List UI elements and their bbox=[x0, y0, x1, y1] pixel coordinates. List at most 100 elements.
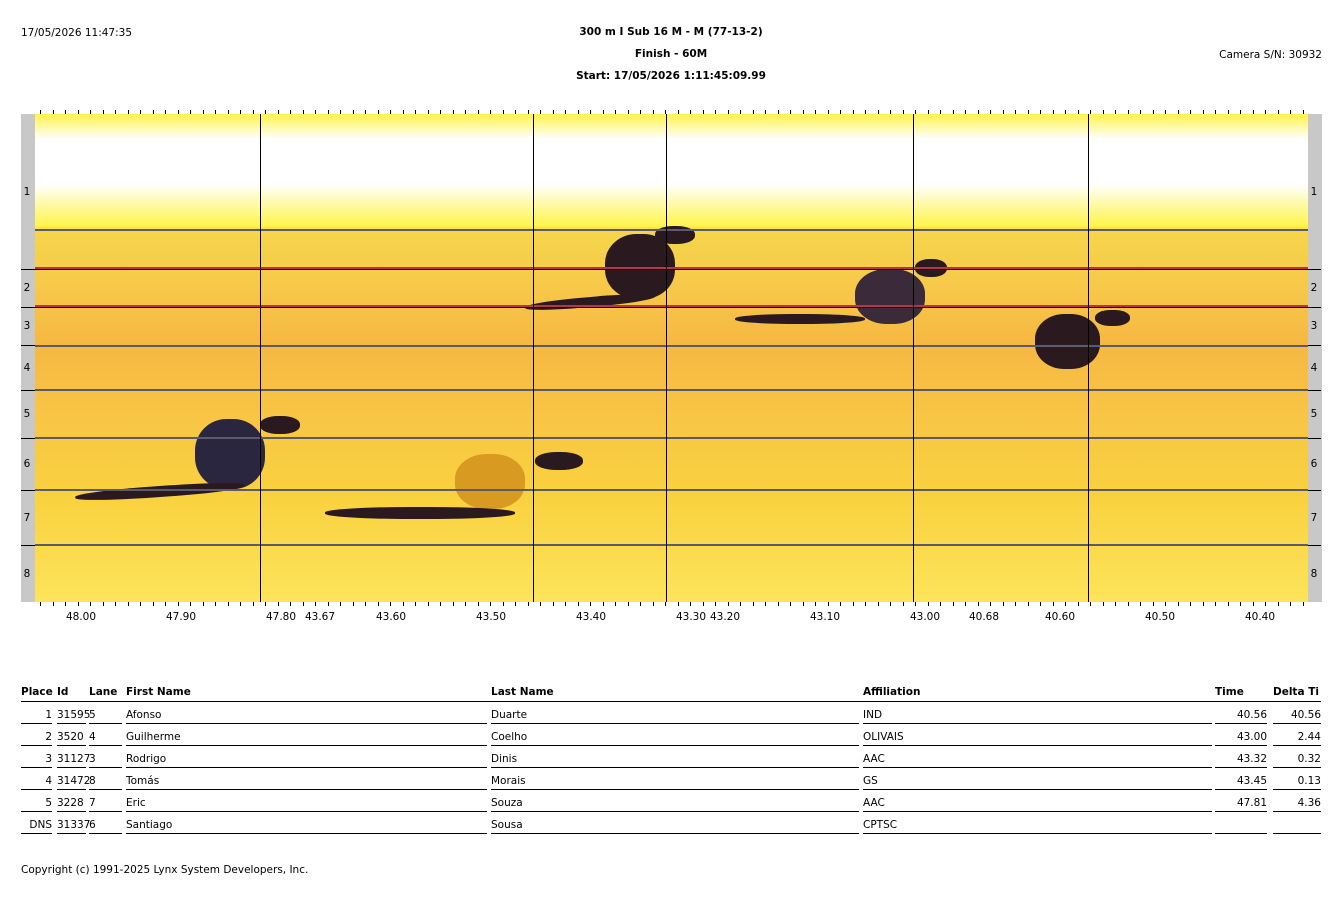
lane-label: 4 bbox=[1310, 361, 1318, 374]
cell-rule bbox=[57, 789, 86, 790]
tick bbox=[977, 110, 979, 114]
tick bbox=[577, 602, 579, 606]
tick bbox=[1027, 602, 1029, 606]
tick bbox=[1215, 110, 1216, 114]
tick bbox=[565, 602, 566, 606]
runner bbox=[74, 480, 246, 503]
cell: 2.44 bbox=[1297, 731, 1321, 743]
tick bbox=[490, 110, 491, 114]
tick bbox=[127, 602, 129, 606]
cell-rule bbox=[863, 811, 1212, 812]
tick bbox=[1027, 110, 1029, 114]
tick bbox=[1302, 110, 1304, 114]
column-header: Affiliation bbox=[863, 686, 921, 698]
runner bbox=[455, 454, 525, 509]
tick bbox=[177, 110, 179, 114]
tick bbox=[852, 110, 854, 114]
tick bbox=[1127, 110, 1129, 114]
column-header: Lane bbox=[89, 686, 118, 698]
header-rule bbox=[21, 701, 1321, 702]
tick bbox=[1040, 110, 1041, 114]
tick bbox=[340, 602, 341, 606]
cell: 43.00 bbox=[1236, 731, 1267, 743]
tick bbox=[215, 602, 216, 606]
lane-label: 4 bbox=[23, 361, 31, 374]
lane-label: 5 bbox=[23, 408, 31, 420]
tick bbox=[52, 110, 54, 114]
cell: Eric bbox=[126, 797, 146, 809]
cell-rule bbox=[863, 723, 1212, 724]
cell: 43.32 bbox=[1236, 753, 1267, 765]
tick bbox=[65, 110, 66, 114]
tick bbox=[190, 602, 191, 606]
tick bbox=[652, 110, 654, 114]
runner bbox=[735, 314, 865, 324]
time-label: 43.30 bbox=[675, 611, 707, 623]
cell: Rodrigo bbox=[126, 753, 167, 765]
tick bbox=[502, 110, 504, 114]
tick bbox=[540, 110, 541, 114]
cell-rule bbox=[1273, 723, 1321, 724]
tick bbox=[727, 110, 729, 114]
race-subtitle: Finish - 60M bbox=[634, 48, 708, 60]
cell: Duarte bbox=[491, 709, 528, 721]
tick bbox=[115, 602, 116, 606]
cell: Afonso bbox=[126, 709, 162, 721]
tick bbox=[302, 602, 304, 606]
lane-column bbox=[1308, 114, 1322, 602]
tick bbox=[715, 602, 716, 606]
tick bbox=[415, 110, 416, 114]
lane-label: 6 bbox=[1310, 458, 1318, 470]
tick bbox=[1015, 110, 1016, 114]
runner bbox=[1035, 314, 1100, 369]
tick bbox=[40, 602, 41, 606]
cell: 47.81 bbox=[1236, 797, 1267, 809]
tick bbox=[615, 110, 616, 114]
tick bbox=[502, 602, 504, 606]
tick bbox=[1202, 602, 1204, 606]
tick bbox=[290, 602, 291, 606]
tick bbox=[1090, 110, 1091, 114]
cell-rule bbox=[89, 723, 122, 724]
tick bbox=[1165, 110, 1166, 114]
tick bbox=[890, 110, 891, 114]
column-header: Last Name bbox=[491, 686, 554, 698]
tick bbox=[1065, 602, 1066, 606]
tick bbox=[252, 602, 254, 606]
cell: 0.32 bbox=[1297, 753, 1321, 765]
tick bbox=[440, 602, 441, 606]
lane-label: 3 bbox=[23, 320, 31, 332]
tick bbox=[77, 110, 79, 114]
tick bbox=[515, 602, 516, 606]
tick bbox=[277, 110, 279, 114]
cell: 3 bbox=[45, 753, 52, 765]
tick bbox=[1252, 602, 1254, 606]
lane-label: 1 bbox=[1310, 185, 1318, 198]
tick bbox=[227, 110, 229, 114]
cell-rule bbox=[1273, 767, 1321, 768]
tick bbox=[265, 110, 266, 114]
tick bbox=[665, 602, 666, 606]
tick bbox=[965, 110, 966, 114]
tick bbox=[90, 602, 91, 606]
column-header: Id bbox=[57, 686, 69, 698]
tick bbox=[190, 110, 191, 114]
tick bbox=[377, 602, 379, 606]
tick bbox=[777, 110, 779, 114]
tick bbox=[327, 602, 329, 606]
tick bbox=[1102, 110, 1104, 114]
tick bbox=[290, 110, 291, 114]
tick bbox=[1127, 602, 1129, 606]
tick bbox=[240, 602, 241, 606]
cell: AAC bbox=[863, 797, 885, 809]
cell: Coelho bbox=[491, 731, 528, 743]
runner bbox=[325, 507, 515, 519]
cell: CPTSC bbox=[863, 819, 898, 831]
tick bbox=[1190, 602, 1191, 606]
tick bbox=[1052, 602, 1054, 606]
cell-rule bbox=[89, 789, 122, 790]
cell-rule bbox=[1273, 789, 1321, 790]
tick bbox=[952, 110, 954, 114]
tick bbox=[677, 602, 679, 606]
cell-rule bbox=[89, 811, 122, 812]
